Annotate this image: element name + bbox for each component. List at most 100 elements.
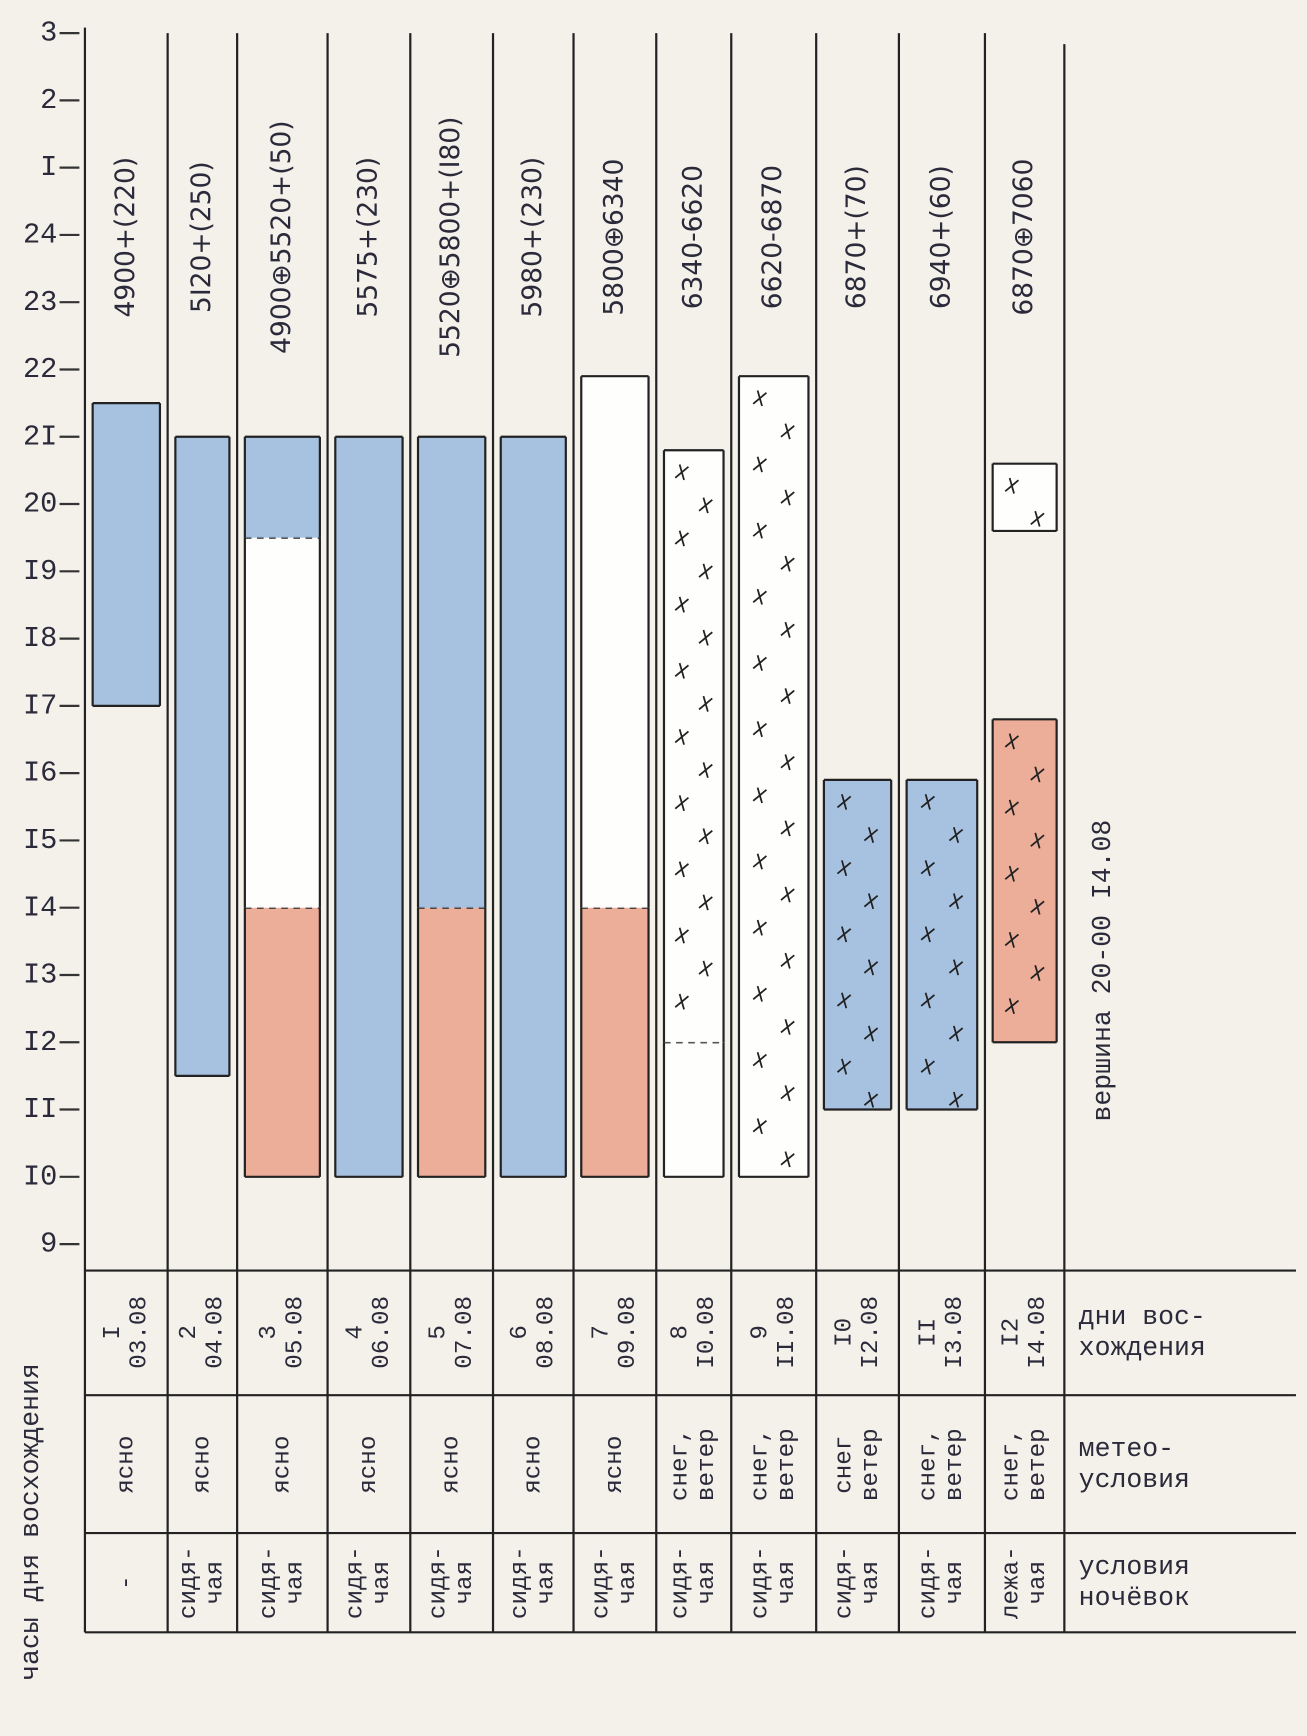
snow-mark	[780, 423, 795, 440]
snow-mark	[780, 886, 795, 903]
snow-mark	[920, 860, 935, 877]
weather-cell: ясно	[190, 1436, 217, 1494]
day-cell: 9II.08	[748, 1296, 801, 1369]
snow-mark	[698, 894, 713, 911]
snow-mark	[863, 1025, 879, 1042]
day-cell: 709.08	[589, 1296, 642, 1369]
lodging-cell-line: чая	[452, 1561, 479, 1605]
weather-cell-line: снег,	[999, 1428, 1026, 1501]
column-header: 5575+(230)	[352, 157, 383, 318]
snow-mark	[698, 762, 713, 779]
time-segment	[418, 436, 486, 908]
time-segment	[244, 907, 320, 1177]
column-header: 5520⊕5800+(I80)	[435, 117, 466, 358]
day-cell-line: 03.08	[127, 1296, 154, 1369]
day-cell: 305.08	[257, 1296, 310, 1369]
weather-cell-line: ветер	[774, 1428, 801, 1501]
day-cell: I2I4.08	[999, 1296, 1052, 1369]
snow-mark	[920, 926, 935, 943]
weather-cell: снег,ветер	[668, 1428, 721, 1501]
time-segment	[92, 403, 160, 706]
snow-mark	[863, 827, 879, 843]
snow-mark	[836, 926, 852, 943]
day-cell: III3.08	[916, 1296, 969, 1369]
snow-mark	[752, 655, 768, 671]
weather-cell-line: ясно	[356, 1436, 383, 1494]
column-header: 4900⊕5520+(50)	[266, 120, 297, 353]
snow-mark	[1030, 832, 1045, 849]
snow-mark	[1030, 510, 1045, 527]
y-tick-label: I	[40, 151, 57, 184]
weather-cell: ясно	[114, 1436, 141, 1494]
snow-mark	[920, 992, 935, 1009]
lodging-cell-line: сидя-	[748, 1546, 775, 1619]
y-tick-label: 2I	[23, 420, 57, 453]
lodging-cell-line: чая	[616, 1561, 643, 1605]
snow-mark	[948, 1025, 964, 1042]
snow-mark	[698, 960, 713, 977]
snow-mark	[1004, 477, 1020, 494]
snow-mark	[1004, 799, 1020, 816]
snow-mark	[948, 893, 964, 910]
lodging-cell: сидя-чая	[507, 1546, 560, 1619]
lodging-cell-line: -	[114, 1575, 141, 1590]
snow-mark	[752, 390, 768, 407]
snow-mark	[948, 1091, 964, 1108]
lodging-cell-line: чая	[943, 1561, 970, 1605]
time-segment	[418, 907, 486, 1177]
snow-mark	[698, 828, 713, 845]
time-segment	[244, 537, 320, 908]
day-cell-line: 08.08	[534, 1296, 561, 1369]
lodging-cell-line: сидя-	[426, 1546, 453, 1619]
snow-mark	[1004, 865, 1020, 882]
snow-mark	[780, 555, 795, 572]
y-tick-label: 22	[23, 353, 57, 386]
snow-mark	[698, 497, 713, 514]
snow-mark	[780, 489, 795, 506]
row-label: дни вос-хождения	[1079, 1302, 1206, 1363]
snow-mark	[674, 861, 690, 878]
column-header: 6340-6620	[677, 165, 708, 309]
snow-mark	[752, 985, 768, 1002]
day-cell-line: 6	[507, 1325, 534, 1340]
day-cell-line: II	[916, 1318, 943, 1347]
lodging-cell: сидя-чая	[426, 1546, 479, 1619]
weather-cell: снег,ветер	[999, 1428, 1052, 1501]
snow-mark	[836, 793, 852, 810]
weather-cell-line: ветер	[943, 1428, 970, 1501]
row-label-line: ночёвок	[1079, 1583, 1190, 1613]
time-segment	[581, 907, 649, 1177]
snow-mark	[1004, 998, 1020, 1015]
column-header: 6940+(60)	[925, 165, 956, 309]
snow-mark	[752, 787, 768, 804]
day-cell-line: 09.08	[616, 1296, 643, 1369]
snow-mark	[752, 588, 768, 605]
snow-mark	[752, 1118, 768, 1135]
weather-cell: снег,ветер	[748, 1428, 801, 1501]
weather-cell-line: ясно	[270, 1436, 297, 1494]
time-segment	[992, 719, 1057, 1043]
column-header: 5980+(230)	[517, 157, 548, 318]
y-tick-label: I5	[23, 824, 57, 857]
snow-mark	[1030, 898, 1045, 915]
snow-mark	[752, 1052, 768, 1068]
column-header: 5800⊕6340	[598, 159, 629, 316]
lodging-cell-line: чая	[203, 1561, 230, 1605]
time-segment	[663, 450, 724, 1043]
lodging-cell-line: сидя-	[668, 1546, 695, 1619]
weather-cell-line: снег,	[668, 1428, 695, 1501]
snow-mark	[1030, 965, 1045, 981]
weather-cell-line: ясно	[602, 1436, 629, 1494]
snow-mark	[674, 795, 690, 812]
time-segment	[823, 779, 892, 1110]
row-label: метео-условия	[1079, 1434, 1190, 1495]
y-tick-label: 20	[23, 488, 57, 521]
snow-mark	[780, 952, 795, 969]
snow-mark	[920, 1058, 935, 1075]
day-cell-line: I4.08	[1025, 1296, 1052, 1369]
weather-cell-line: ясно	[114, 1436, 141, 1494]
snow-mark	[674, 464, 690, 481]
snow-mark	[780, 1018, 795, 1035]
weather-cell: снег,ветер	[916, 1428, 969, 1501]
